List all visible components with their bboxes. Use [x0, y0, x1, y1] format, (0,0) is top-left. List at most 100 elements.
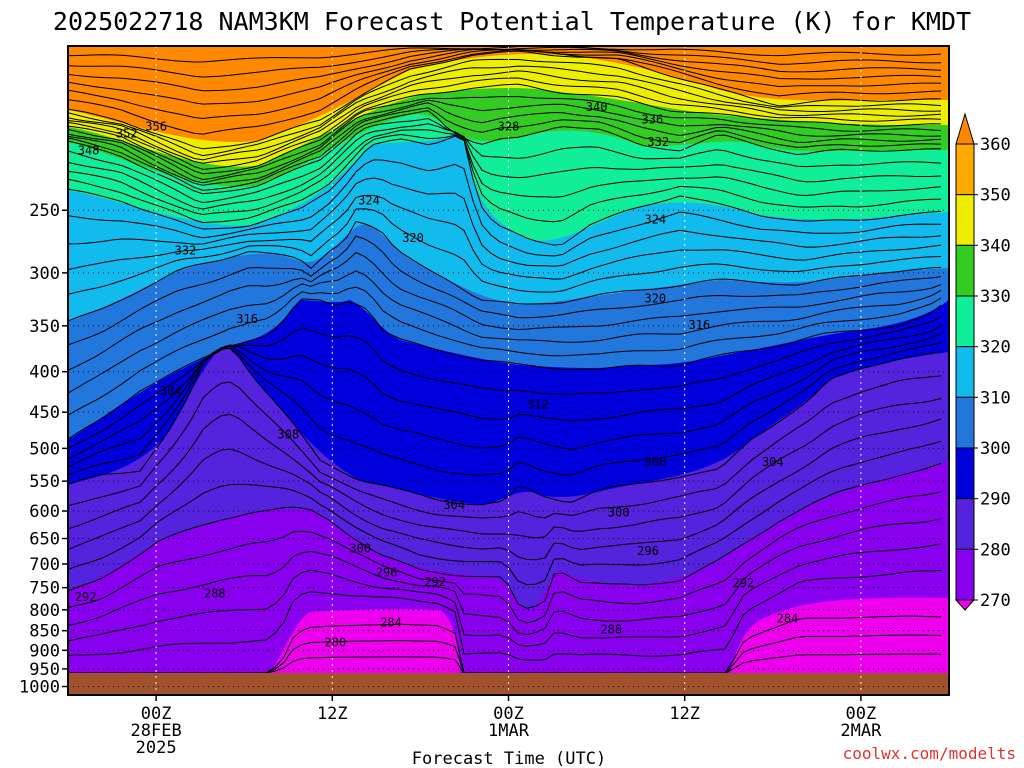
isentrope-line — [68, 123, 942, 210]
contour-label: 352 — [116, 127, 138, 141]
isentrope-line — [68, 235, 942, 346]
contour-label: 316 — [689, 318, 711, 332]
y-tick-label: 950 — [29, 660, 60, 680]
y-tick-label: 850 — [29, 622, 60, 642]
contour-label: 292 — [75, 590, 97, 604]
contour-label: 320 — [644, 291, 666, 305]
isentrope-line — [68, 177, 942, 267]
contour-label: 284 — [777, 611, 799, 625]
x-tick-label: 00Z — [141, 704, 172, 724]
isentrope-line — [68, 398, 942, 539]
isentrope-line — [68, 133, 942, 224]
contour-label: 300 — [608, 506, 630, 520]
band-below-280 — [68, 460, 949, 695]
watermark: coolwx.com/modelts — [843, 744, 1016, 763]
isentrope-line — [68, 49, 942, 135]
colorbar-label: 300 — [980, 439, 1011, 459]
isentrope-line — [68, 251, 942, 371]
isentrope-line — [68, 48, 942, 92]
y-tick-label: 800 — [29, 601, 60, 621]
contour-label: 324 — [644, 213, 666, 227]
contour-label: 296 — [376, 566, 398, 580]
colorbar-segment — [955, 194, 975, 246]
isentrope-line — [68, 65, 942, 161]
y-tick-label: 300 — [29, 264, 60, 284]
colorbar-bottom-arrow — [954, 599, 976, 611]
contour-labels: 356 352 348 340 336 332 328 324 324 332 320 320 316 3… — [75, 100, 799, 650]
contour-label: 304 — [762, 455, 784, 469]
colorbar: 360 350 340 330 320 310 300 290 280 270 — [954, 112, 1011, 611]
colorbar-segment — [955, 498, 975, 550]
contour-label: 304 — [160, 384, 182, 398]
contour-label: 284 — [380, 616, 402, 630]
contour-label: 300 — [349, 541, 371, 555]
band-below-270 — [68, 597, 949, 695]
colorbar-label: 350 — [980, 186, 1011, 206]
contour-label: 332 — [175, 243, 197, 257]
contour-label: 320 — [402, 231, 424, 245]
y-tick-label: 550 — [29, 472, 60, 492]
colorbar-label: 280 — [980, 540, 1011, 560]
y-tick-label: 450 — [29, 403, 60, 423]
contour-label: 308 — [644, 455, 666, 469]
contour-label: 316 — [236, 312, 258, 326]
isentrope-line — [68, 159, 942, 257]
isentrope-line — [68, 70, 942, 164]
isentrope-line — [68, 491, 942, 624]
contour-label: 356 — [145, 120, 167, 134]
contour-label: 308 — [277, 427, 299, 441]
colorbar-label: 330 — [980, 287, 1011, 307]
isentrope-line — [68, 518, 942, 636]
isentrope-line — [68, 333, 942, 468]
contour-label: 304 — [443, 498, 465, 512]
y-tick-label: 350 — [29, 317, 60, 337]
y-axis: 2503003504004505005506006507007508008509… — [19, 201, 68, 698]
colorbar-label: 270 — [980, 591, 1011, 611]
plot-area: 356 352 348 340 336 332 328 324 324 332 320 320 316 3… — [68, 46, 949, 695]
isentrope-line — [68, 46, 942, 63]
colorbar-segment — [955, 396, 975, 449]
colorbar-segment — [955, 143, 975, 196]
isentrope-line — [68, 208, 942, 295]
contour-label: 312 — [527, 397, 549, 411]
colorbar-segment — [955, 295, 975, 348]
x-tick-label: 12Z — [669, 704, 700, 724]
contour-label: 296 — [637, 544, 659, 558]
contour-label: 336 — [642, 113, 664, 127]
contour-label: 332 — [647, 135, 669, 149]
x-tick-label: 00Z — [846, 704, 877, 724]
grid-lines — [68, 46, 949, 695]
x-tick-label: 00Z — [493, 704, 524, 724]
colorbar-label: 360 — [980, 135, 1011, 155]
y-tick-label: 900 — [29, 641, 60, 661]
isentrope-line — [68, 102, 942, 186]
colorbar-segment — [955, 447, 975, 500]
colorbar-segment — [955, 548, 975, 601]
x-tick-label: 2MAR — [840, 721, 882, 741]
isentrope-line — [68, 375, 942, 519]
x-tick-label: 28FEB — [131, 721, 182, 741]
isentrope-line — [68, 107, 942, 191]
y-tick-label: 650 — [29, 530, 60, 550]
isentrope-line — [68, 270, 942, 394]
chart-title: 2025022718 NAM3KM Forecast Potential Tem… — [53, 7, 971, 36]
contour-label: 328 — [498, 120, 520, 134]
isentrope-line — [68, 77, 942, 170]
isentrope-line — [68, 117, 942, 204]
isentrope-line — [68, 440, 942, 586]
isentrope-line — [68, 220, 942, 322]
isentrope-line — [68, 83, 942, 175]
isentropes — [68, 46, 942, 674]
colorbar-label: 320 — [980, 338, 1011, 358]
contour-label: 340 — [586, 100, 608, 114]
colorbar-segment — [955, 346, 975, 398]
isentrope-line — [68, 110, 942, 195]
colorbar-top-arrow — [955, 112, 975, 145]
y-tick-label: 400 — [29, 363, 60, 383]
colorbar-label: 340 — [980, 236, 1011, 256]
contour-label: 280 — [324, 636, 346, 650]
isentrope-line — [68, 129, 942, 216]
y-tick-label: 1000 — [19, 678, 60, 698]
